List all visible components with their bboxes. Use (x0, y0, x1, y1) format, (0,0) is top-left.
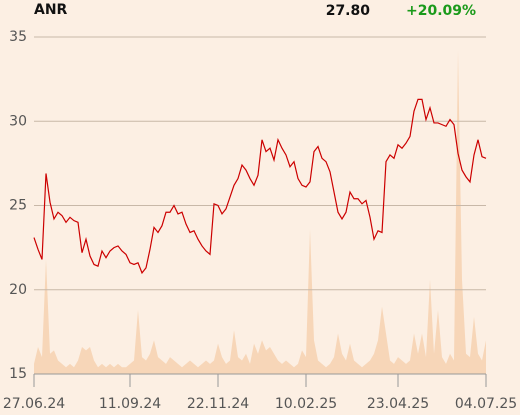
last-price: 27.80 (326, 3, 371, 19)
y-tick-label: 15 (9, 366, 27, 382)
x-tick-label: 23.04.25 (367, 396, 429, 412)
y-tick-label: 35 (9, 29, 27, 45)
price-line (33, 98, 487, 275)
x-tick-label: 11.09.24 (99, 396, 161, 412)
x-tick-label: 04.07.25 (455, 396, 517, 412)
x-tick-label: 27.06.24 (3, 396, 65, 412)
y-tick-label: 25 (9, 198, 27, 214)
y-tick-label: 20 (9, 282, 27, 298)
x-tick-label: 10.02.25 (275, 396, 337, 412)
ticker: ANR (34, 2, 68, 18)
price-change: +20.09% (406, 3, 476, 19)
x-tick-label: 22.11.24 (187, 396, 249, 412)
y-tick-label: 30 (9, 113, 27, 129)
